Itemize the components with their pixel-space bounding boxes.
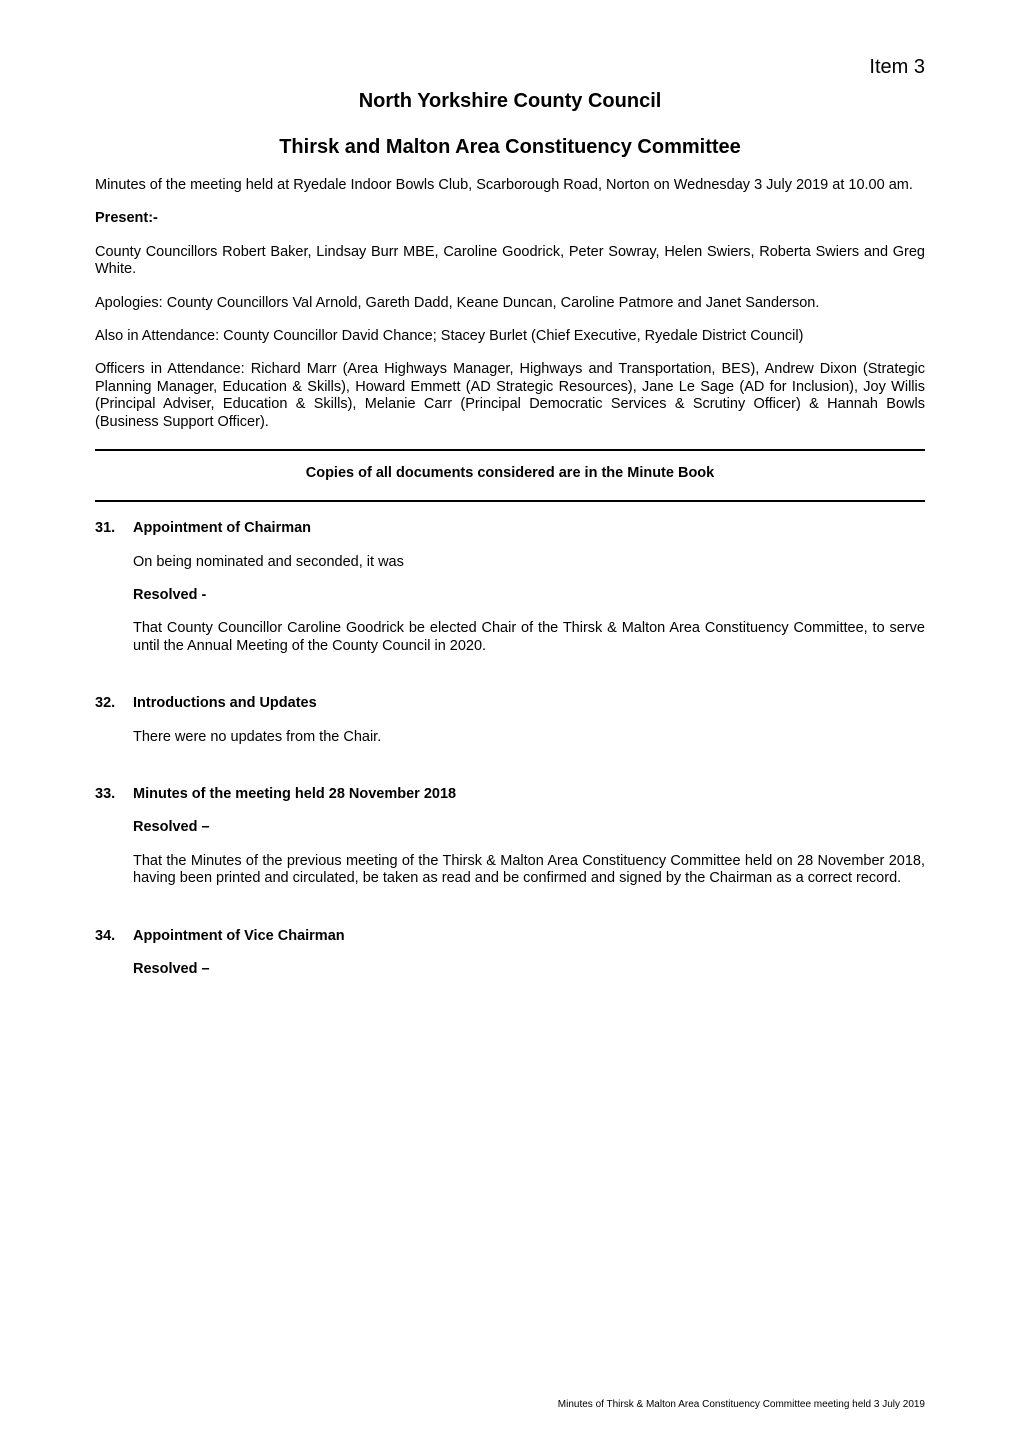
minute-heading: Minutes of the meeting held 28 November … [133,786,925,803]
minutes-section-list: 31. Appointment of Chairman On being nom… [95,520,925,994]
document-page: Item 3 North Yorkshire County Council Th… [0,0,1020,1441]
resolved-paragraph: That the Minutes of the previous meeting… [133,853,925,888]
minute-paragraph: There were no updates from the Chair. [133,729,925,746]
committee-title: Thirsk and Malton Area Constituency Comm… [95,135,925,159]
minute-paragraph: On being nominated and seconded, it was [133,554,925,571]
present-apologies: Apologies: County Councillors Val Arnold… [95,295,925,312]
minute-item: 31. Appointment of Chairman On being nom… [95,520,925,671]
page-footer: Minutes of Thirsk & Malton Area Constitu… [558,1399,925,1411]
minute-number: 31. [95,520,133,671]
minute-number: 32. [95,695,133,762]
resolved-label: Resolved - [133,587,925,604]
minute-number: 34. [95,928,133,995]
council-title: North Yorkshire County Council [95,89,925,113]
divider-bottom [95,500,925,502]
minute-number: 33. [95,786,133,904]
minute-body: Appointment of Vice Chairman Resolved – [133,928,925,995]
item-label: Item 3 [95,55,925,79]
minute-heading: Introductions and Updates [133,695,925,712]
present-also-attendance: Also in Attendance: County Councillor Da… [95,328,925,345]
intro-paragraph: Minutes of the meeting held at Ryedale I… [95,177,925,194]
minute-item: 32. Introductions and Updates There were… [95,695,925,762]
minute-item: 34. Appointment of Vice Chairman Resolve… [95,928,925,995]
minute-body: Minutes of the meeting held 28 November … [133,786,925,904]
minute-body: Appointment of Chairman On being nominat… [133,520,925,671]
minute-heading: Appointment of Vice Chairman [133,928,925,945]
divider-top [95,449,925,451]
present-officers: Officers in Attendance: Richard Marr (Ar… [95,361,925,431]
minute-heading: Appointment of Chairman [133,520,925,537]
copies-line: Copies of all documents considered are i… [95,465,925,482]
present-label: Present:- [95,210,925,227]
resolved-label: Resolved – [133,819,925,836]
minute-body: Introductions and Updates There were no … [133,695,925,762]
resolved-label: Resolved – [133,961,925,978]
minute-item: 33. Minutes of the meeting held 28 Novem… [95,786,925,904]
resolved-paragraph: That County Councillor Caroline Goodrick… [133,620,925,655]
present-councillors: County Councillors Robert Baker, Lindsay… [95,244,925,279]
